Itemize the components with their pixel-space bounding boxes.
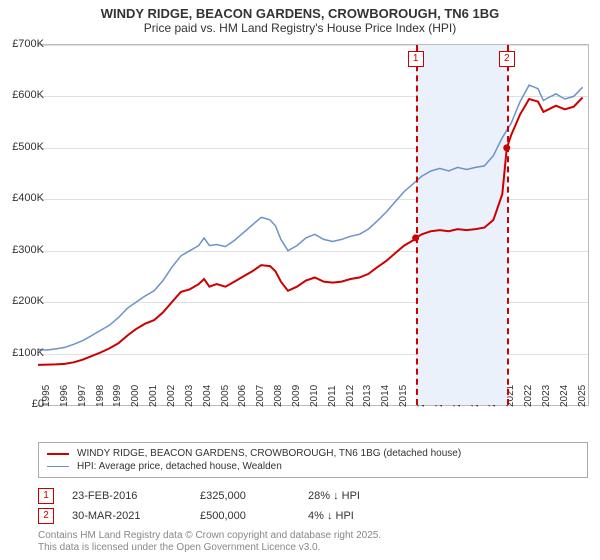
title-block: WINDY RIDGE, BEACON GARDENS, CROWBOROUGH… bbox=[0, 0, 600, 35]
sale-hpi-delta: 4% ↓ HPI bbox=[308, 510, 428, 522]
y-tick-label: £600K bbox=[12, 89, 44, 101]
sale-vline bbox=[507, 45, 509, 405]
sale-hpi-delta: 28% ↓ HPI bbox=[308, 490, 428, 502]
plot-area: 1995199619971998199920002001200220032004… bbox=[38, 44, 589, 406]
sale-vline bbox=[416, 45, 418, 405]
legend-swatch bbox=[47, 466, 69, 467]
legend-label: HPI: Average price, detached house, Weal… bbox=[77, 461, 282, 472]
y-tick-label: £300K bbox=[12, 244, 44, 256]
y-tick-label: £400K bbox=[12, 192, 44, 204]
y-tick-label: £700K bbox=[12, 38, 44, 50]
sale-number-box: 2 bbox=[38, 508, 54, 524]
y-tick-label: £0 bbox=[32, 398, 44, 410]
legend: WINDY RIDGE, BEACON GARDENS, CROWBOROUGH… bbox=[38, 442, 588, 478]
sale-marker: 2 bbox=[499, 51, 515, 67]
sales-table-row: 1 23-FEB-2016 £325,000 28% ↓ HPI bbox=[38, 486, 588, 506]
sale-number-box: 1 bbox=[38, 488, 54, 504]
y-tick-label: £500K bbox=[12, 141, 44, 153]
legend-row: HPI: Average price, detached house, Weal… bbox=[47, 460, 579, 473]
series-hpi bbox=[38, 85, 583, 350]
series-subject bbox=[38, 98, 583, 365]
footer-attribution: Contains HM Land Registry data © Crown c… bbox=[38, 530, 381, 554]
sale-date: 30-MAR-2021 bbox=[72, 510, 182, 522]
chart-container: WINDY RIDGE, BEACON GARDENS, CROWBOROUGH… bbox=[0, 0, 600, 560]
y-tick-label: £200K bbox=[12, 295, 44, 307]
legend-label: WINDY RIDGE, BEACON GARDENS, CROWBOROUGH… bbox=[77, 448, 461, 459]
sales-table-row: 2 30-MAR-2021 £500,000 4% ↓ HPI bbox=[38, 506, 588, 526]
legend-row: WINDY RIDGE, BEACON GARDENS, CROWBOROUGH… bbox=[47, 447, 579, 460]
sale-marker: 1 bbox=[408, 51, 424, 67]
chart-subtitle: Price paid vs. HM Land Registry's House … bbox=[0, 21, 600, 35]
chart-svg bbox=[38, 45, 588, 405]
legend-swatch bbox=[47, 453, 69, 455]
footer-line-2: This data is licensed under the Open Gov… bbox=[38, 542, 381, 554]
sale-date: 23-FEB-2016 bbox=[72, 490, 182, 502]
sale-price: £500,000 bbox=[200, 510, 290, 522]
footer-line-1: Contains HM Land Registry data © Crown c… bbox=[38, 530, 381, 542]
chart-title: WINDY RIDGE, BEACON GARDENS, CROWBOROUGH… bbox=[0, 6, 600, 21]
y-tick-label: £100K bbox=[12, 347, 44, 359]
sales-table: 1 23-FEB-2016 £325,000 28% ↓ HPI 2 30-MAR-202… bbox=[38, 486, 588, 526]
sale-price: £325,000 bbox=[200, 490, 290, 502]
